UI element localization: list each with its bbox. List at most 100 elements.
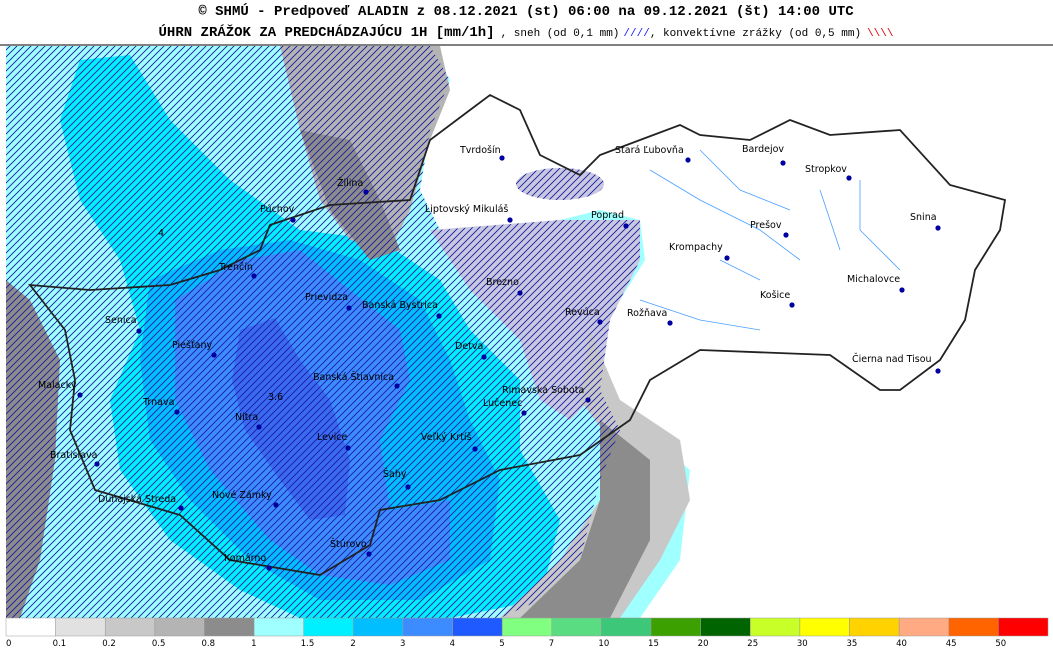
city-label: Poprad [591,210,624,221]
legend-label: 4 [450,639,455,649]
conv-symbol: \\\\ [867,28,893,40]
city-dot [394,383,400,389]
legend-label: 0 [6,639,11,649]
city-dot [481,354,487,360]
city-label: Banská Štiavnica [313,371,394,383]
legend-label: 0.2 [102,639,116,649]
city-label: Šahy [383,468,407,480]
legend-label: 2 [350,639,355,649]
city-label: Banská Bystrica [362,300,438,311]
city-label: Bratislava [50,450,97,461]
snow: , sneh (od 0,1 mm) [501,28,620,40]
legend-label: 45 [946,639,957,649]
city-label: Čierna nad Tisou [852,353,932,365]
legend-swatch [452,617,503,637]
legend-swatch [501,617,553,637]
city-dot [366,551,372,557]
city-label: Prievidza [305,292,348,303]
city-dot [667,320,673,326]
legend-label: 25 [747,639,758,649]
city-label: Michalovce [847,274,900,285]
city-dot [783,232,789,238]
city-label: Tvrdošín [459,145,501,156]
snow-hatch [6,46,640,618]
snow-symbol: //// [623,28,649,40]
legend-label: 1 [251,639,256,649]
legend-swatch [948,617,999,637]
city-dot [345,445,351,451]
city-dot [789,302,795,308]
city-dot [273,502,279,508]
city-label: Veľký Krtíš [421,432,471,443]
city-dot [623,223,629,229]
city-dot [499,155,505,161]
city-dot [507,217,513,223]
grey-southeast-dark [520,420,650,618]
city-label: Revúca [565,307,600,318]
city-label: Liptovský Mikuláš [425,204,508,215]
city-dot [685,157,691,163]
city-dot [846,175,852,181]
city-dot [935,225,941,231]
legend-swatch [650,617,701,637]
city-label: Dunajská Streda [98,494,176,505]
legend-swatch [55,617,106,637]
legend-label: 0.5 [152,639,166,649]
city-label: Rimavská Sobota [502,385,584,396]
city-dot [724,255,730,261]
border [28,93,1007,576]
legend-label: 3 [400,639,405,649]
legend-label: 10 [598,639,609,649]
cities: Tvrdošín Stará Ľubovňa Bardejov Stropkov Žil… [38,144,941,571]
header-line1: © SHMÚ - Predpoveď ALADIN z 08.12.2021 (… [198,2,854,20]
legend-swatch [402,617,453,637]
city-dot [94,461,100,467]
city-label: Lučenec [483,398,522,409]
city-label: Krompachy [669,242,723,253]
legend-label: 20 [698,639,709,649]
city-dot [780,160,786,166]
city-label: Žilina [337,177,363,189]
legend-label: 50 [995,639,1006,649]
city-label: Brezno [486,277,519,288]
city-label: Rožňava [627,308,667,319]
legend-swatch [849,617,900,637]
city-label: Malacky [38,380,77,391]
legend-swatch [700,617,751,637]
conv: , konvektívne zrážky (od 0,5 mm) [650,28,861,40]
city-label: Stará Ľubovňa [615,145,684,156]
city-label: Snina [910,212,937,223]
map-annotation: 3.6 [268,392,283,403]
city-label: Piešťany [172,340,213,351]
city-dot [585,397,591,403]
map-annotation: 4 [158,228,164,239]
legend-label: 30 [797,639,808,649]
legend-swatch [551,617,602,637]
city-dot [899,287,905,293]
city-label: Trenčín [218,262,253,273]
city-dot [363,189,369,195]
legend-swatch [799,617,850,637]
city-dot [251,273,257,279]
city-label: Košice [760,290,790,301]
city-label: Senica [105,315,137,326]
city-dot [472,446,478,452]
legend-swatch [750,617,801,637]
city-dot [521,410,527,416]
legend-swatch [104,617,156,637]
city-dot [266,565,272,571]
legend-swatch [601,617,652,637]
city-dot [405,484,411,490]
legend-label: 5 [499,639,504,649]
city-label: Bardejov [742,144,784,155]
city-label: Trnava [142,397,174,408]
city-dot [597,319,603,325]
legend-swatch [353,617,404,637]
city-dot [436,313,442,319]
legend-label: 0.1 [53,639,67,649]
city-label: Komárno [224,553,266,564]
city-dot [136,328,142,334]
map [6,46,1048,618]
legend-swatch [154,617,205,637]
legend-swatch [253,617,304,637]
